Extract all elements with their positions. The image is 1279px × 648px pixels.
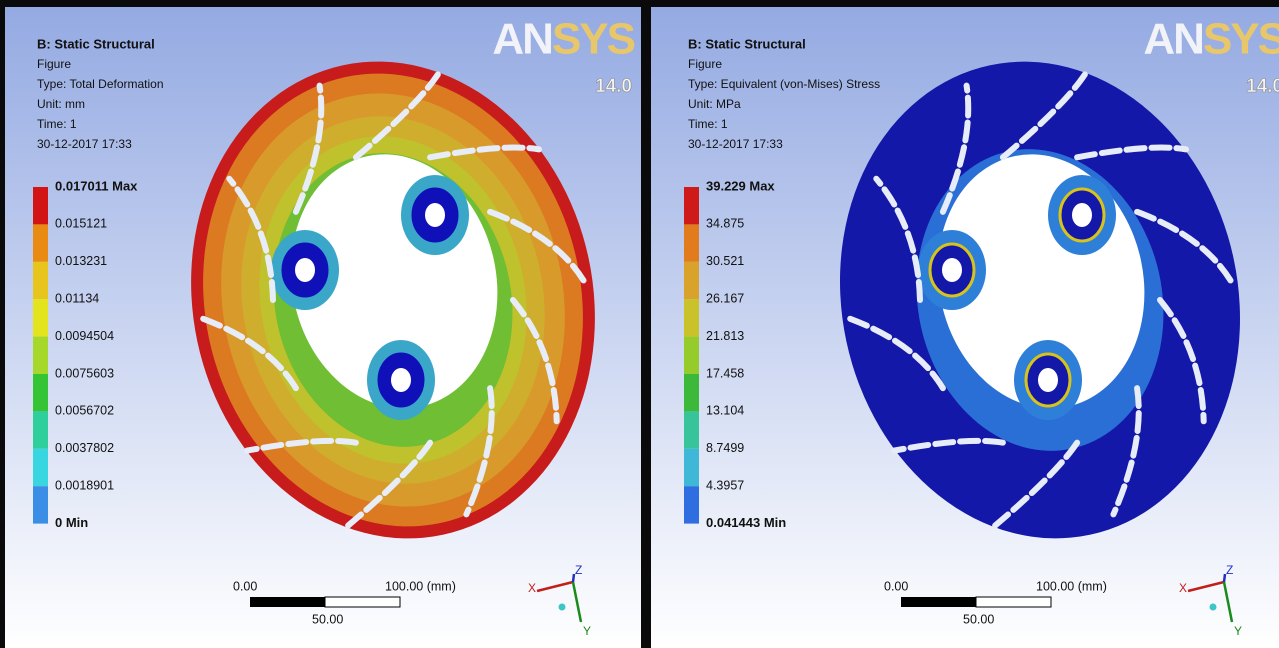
legend-swatch: [33, 224, 48, 261]
legend-label: 0.01134: [55, 291, 99, 305]
frame-divider: [641, 0, 651, 648]
legend-label: 26.167: [706, 291, 744, 305]
legend-swatch: [684, 224, 699, 261]
legend-label: 0.0056702: [55, 404, 114, 418]
frame-top: [0, 0, 1279, 7]
legend-label: 4.3957: [706, 478, 744, 492]
legend-label: 0.0018901: [55, 478, 114, 492]
legend-swatch: [684, 449, 699, 486]
screenshot: B: Static Structural Figure Type: Total De…: [0, 0, 1279, 648]
legend-swatch: [33, 411, 48, 448]
legend-swatch: [33, 486, 48, 523]
triad-label-z: Z: [1226, 563, 1233, 577]
legend-label: 39.229 Max: [706, 178, 775, 193]
legend-swatch: [684, 299, 699, 336]
legend-label: 0.0094504: [55, 329, 114, 343]
scale-start: 0.00: [233, 579, 257, 593]
scale-mid: 50.00: [312, 612, 343, 626]
header-line: Type: Total Deformation: [37, 77, 164, 91]
legend-label: 0.015121: [55, 217, 107, 231]
header-line: Figure: [688, 57, 722, 71]
mount-hole: [295, 258, 315, 282]
logo-brand: ANSYS: [492, 15, 634, 64]
triad-origin: [559, 604, 566, 611]
legend-label: 0.041443 Min: [706, 515, 786, 530]
scale-bar-dark: [901, 597, 976, 607]
legend-swatch: [33, 374, 48, 411]
triad-label-y: Y: [1234, 624, 1242, 638]
triad-label-z: Z: [575, 563, 582, 577]
legend-swatch: [684, 187, 699, 224]
legend-swatch: [33, 449, 48, 486]
header-line: Unit: mm: [37, 97, 85, 111]
mount-hole: [391, 368, 411, 392]
legend-label: 34.875: [706, 217, 744, 231]
scale-bar-light: [976, 597, 1051, 607]
legend-label: 21.813: [706, 329, 744, 343]
header-line: Time: 1: [688, 117, 728, 131]
legend-swatch: [33, 299, 48, 336]
legend-label: 0 Min: [55, 515, 88, 530]
legend-swatch: [684, 411, 699, 448]
scale-bar-dark: [250, 597, 325, 607]
triad-z: [573, 574, 574, 582]
header-line: Type: Equivalent (von-Mises) Stress: [688, 77, 880, 91]
frame-left: [0, 0, 5, 648]
legend-swatch: [684, 486, 699, 523]
triad-label-y: Y: [583, 624, 591, 638]
header-line: Unit: MPa: [688, 97, 741, 111]
logo-version: 14.0: [1246, 76, 1279, 97]
legend-label: 30.521: [706, 254, 744, 268]
triad-label-x: X: [528, 581, 536, 595]
legend-label: 17.458: [706, 366, 744, 380]
triad-z: [1224, 574, 1225, 582]
scale-end: 100.00 (mm): [1036, 579, 1107, 593]
logo-version: 14.0: [595, 76, 632, 97]
scale-start: 0.00: [884, 579, 908, 593]
mount-hole: [425, 203, 445, 227]
scale-end: 100.00 (mm): [385, 579, 456, 593]
legend-label: 8.7499: [706, 441, 744, 455]
scale-mid: 50.00: [963, 612, 994, 626]
legend-swatch: [684, 374, 699, 411]
legend-label: 0.0037802: [55, 441, 114, 455]
triad-origin: [1210, 604, 1217, 611]
mount-hole: [1038, 368, 1058, 392]
mount-hole: [942, 258, 962, 282]
header-line: Time: 1: [37, 117, 77, 131]
legend-swatch: [33, 337, 48, 374]
panel-title: B: Static Structural: [37, 36, 155, 51]
header-line: 30-12-2017 17:33: [688, 137, 783, 151]
legend-label: 0.013231: [55, 254, 107, 268]
legend-swatch: [684, 337, 699, 374]
header-line: Figure: [37, 57, 71, 71]
legend-label: 0.017011 Max: [55, 178, 138, 193]
mount-hole: [1072, 203, 1092, 227]
header-line: 30-12-2017 17:33: [37, 137, 132, 151]
scale-bar-light: [325, 597, 400, 607]
triad-label-x: X: [1179, 581, 1187, 595]
legend-label: 13.104: [706, 404, 744, 418]
logo-brand: ANSYS: [1143, 15, 1279, 64]
legend-swatch: [33, 262, 48, 299]
legend-swatch: [33, 187, 48, 224]
panel-title: B: Static Structural: [688, 36, 806, 51]
legend-label: 0.0075603: [55, 366, 114, 380]
legend-swatch: [684, 262, 699, 299]
